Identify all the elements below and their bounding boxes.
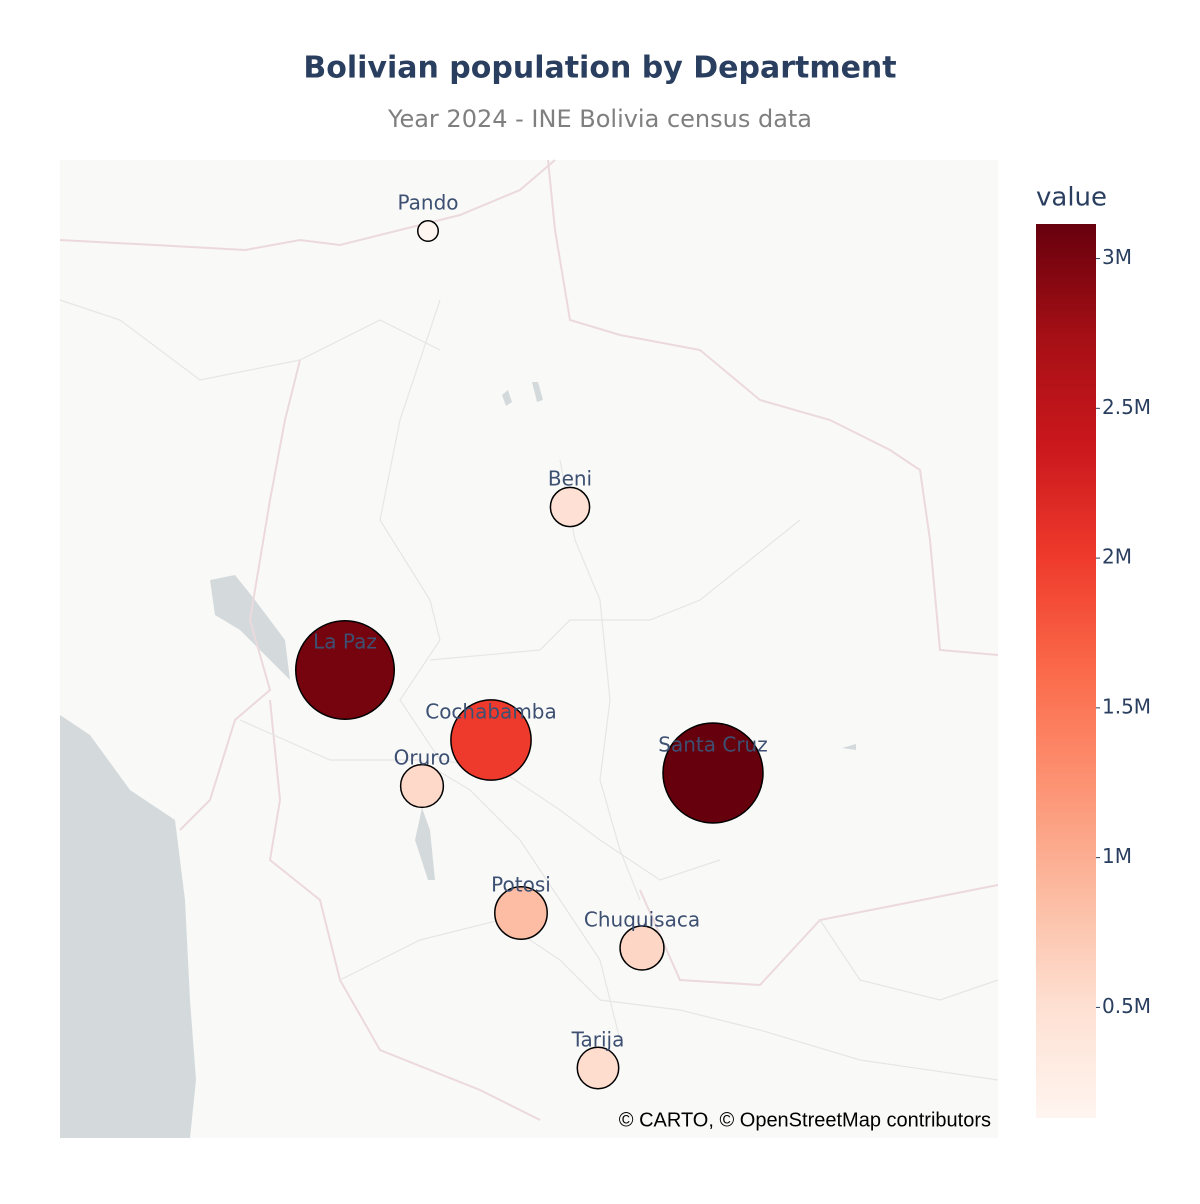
department-bubble	[549, 486, 591, 528]
colorbar-tick-label: 2.5M	[1102, 395, 1151, 419]
department-bubble	[619, 925, 665, 971]
colorbar-tick-label: 3M	[1102, 245, 1132, 269]
chart-title: Bolivian population by Department	[303, 51, 896, 86]
colorbar-tick-label: 1M	[1102, 844, 1132, 868]
colorbar-tick-label: 0.5M	[1102, 994, 1151, 1018]
department-label: Pando	[397, 191, 458, 215]
department-bubble	[576, 1046, 620, 1090]
department-label: Chuquisaca	[584, 908, 700, 932]
colorbar	[1036, 224, 1096, 1118]
colorbar-tick-label: 2M	[1102, 545, 1132, 569]
department-bubble	[494, 886, 548, 940]
department-label: La Paz	[313, 630, 377, 654]
colorbar-tick-label: 1.5M	[1102, 694, 1151, 718]
department-bubble	[295, 620, 395, 720]
department-bubble	[417, 220, 439, 242]
attribution: © CARTO, © OpenStreetMap contributors	[619, 1109, 991, 1131]
department-bubble	[662, 722, 764, 824]
colorbar-title: value	[1036, 183, 1107, 213]
department-label: Oruro	[394, 746, 451, 770]
department-bubble	[450, 699, 532, 781]
basemap	[59, 159, 999, 1138]
department-label: Santa Cruz	[658, 733, 767, 757]
department-label: Tarija	[571, 1028, 625, 1052]
chart-subtitle: Year 2024 - INE Bolivia census data	[387, 105, 812, 133]
department-bubble	[399, 763, 445, 809]
department-label: Cochabamba	[425, 700, 557, 724]
department-label: Potosi	[491, 873, 551, 897]
department-label: Beni	[548, 467, 592, 491]
